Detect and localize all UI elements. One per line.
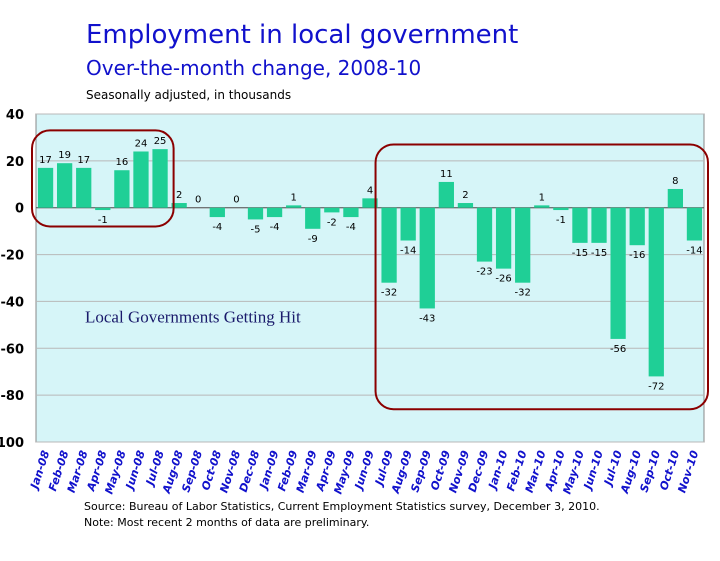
data-label: -9	[308, 234, 318, 245]
y-tick-label: -80	[1, 389, 25, 404]
data-label: -14	[400, 246, 416, 257]
bar	[343, 207, 359, 218]
data-label: -26	[495, 274, 511, 285]
y-tick-label: 40	[6, 108, 24, 123]
bar	[381, 207, 397, 283]
data-label: 4	[367, 185, 373, 196]
bar	[324, 207, 340, 213]
data-label: 17	[39, 155, 52, 166]
bar	[457, 203, 474, 208]
data-label: 16	[116, 157, 129, 168]
bar	[591, 207, 607, 243]
data-label: -14	[686, 246, 702, 257]
bar	[400, 207, 416, 241]
bar	[495, 207, 512, 269]
y-axis-units-label: Seasonally adjusted, in thousands	[86, 88, 292, 102]
y-tick-label: -20	[1, 249, 25, 264]
bar	[667, 188, 684, 208]
y-tick-label: 0	[15, 202, 24, 217]
bar	[95, 207, 111, 211]
bar-series	[37, 149, 703, 377]
bar	[419, 207, 435, 309]
data-label: 24	[135, 138, 148, 149]
bar	[76, 167, 92, 208]
data-label: 2	[176, 190, 182, 201]
bar	[114, 170, 130, 208]
y-tick-labels: 40 20 0 -20 -40 -60 -80 -100	[0, 108, 24, 451]
data-labels: 17 19 17 -1 16 24 25 2 0 -4 0 -5 -4 1 -9 -2 -4 4 -32 -14 -43…	[39, 136, 702, 392]
bar	[629, 207, 645, 246]
data-label: -4	[212, 222, 222, 233]
data-label: -23	[476, 267, 492, 278]
y-tick-label: 20	[6, 155, 24, 170]
bar	[686, 207, 703, 241]
data-label: -72	[648, 381, 664, 392]
source-note: Source: Bureau of Labor Statistics, Curr…	[84, 500, 600, 513]
bar	[152, 149, 168, 208]
bar	[286, 205, 302, 208]
data-label: -32	[381, 288, 397, 299]
bar	[572, 207, 588, 243]
y-tick-label: -100	[0, 436, 24, 451]
data-label: -2	[327, 217, 337, 228]
bar	[133, 151, 149, 208]
bar	[247, 207, 264, 220]
data-label: 1	[539, 192, 545, 203]
chart-annotation: Local Governments Getting Hit	[85, 308, 301, 327]
y-tick-label: -60	[1, 342, 25, 357]
bar	[305, 207, 321, 229]
data-label: -15	[572, 248, 588, 259]
data-label: -15	[591, 248, 607, 259]
bar	[553, 207, 569, 211]
bar	[171, 203, 187, 208]
chart-subtitle: Over-the-month change, 2008-10	[86, 56, 422, 80]
data-label: -32	[515, 288, 531, 299]
x-tick-labels: Jan-08Feb-08Mar-08Apr-08May-08Jun-08Jul-…	[27, 449, 701, 496]
data-label: 2	[462, 190, 468, 201]
bar	[37, 167, 54, 208]
bar	[438, 181, 454, 208]
data-label: 25	[154, 136, 167, 147]
data-label: 19	[58, 150, 71, 161]
chart-title: Employment in local government	[86, 20, 519, 50]
highlight-box-2009-10	[374, 143, 709, 411]
preliminary-note: Note: Most recent 2 months of data are p…	[84, 516, 370, 529]
data-label: 0	[233, 195, 239, 206]
data-label: -4	[270, 222, 280, 233]
data-label: 8	[672, 176, 678, 187]
bar	[266, 207, 283, 218]
bar	[534, 205, 550, 208]
data-label: 11	[440, 169, 453, 180]
highlight-box-2008	[31, 129, 175, 228]
bar	[648, 207, 664, 377]
data-label: 17	[77, 155, 90, 166]
bar	[515, 207, 531, 283]
data-label: 1	[290, 192, 296, 203]
data-label: -1	[98, 215, 108, 226]
data-label: -5	[250, 224, 260, 235]
data-label: -1	[556, 215, 566, 226]
data-label: -4	[346, 222, 356, 233]
data-label: -16	[629, 250, 645, 261]
y-tick-label: -40	[1, 295, 25, 310]
data-label: 0	[195, 195, 201, 206]
bar	[56, 163, 73, 208]
bar	[476, 207, 493, 262]
bar	[610, 207, 626, 339]
bar	[209, 207, 225, 218]
bar	[362, 198, 378, 208]
data-label: -56	[610, 344, 626, 355]
data-label: -43	[419, 313, 435, 324]
